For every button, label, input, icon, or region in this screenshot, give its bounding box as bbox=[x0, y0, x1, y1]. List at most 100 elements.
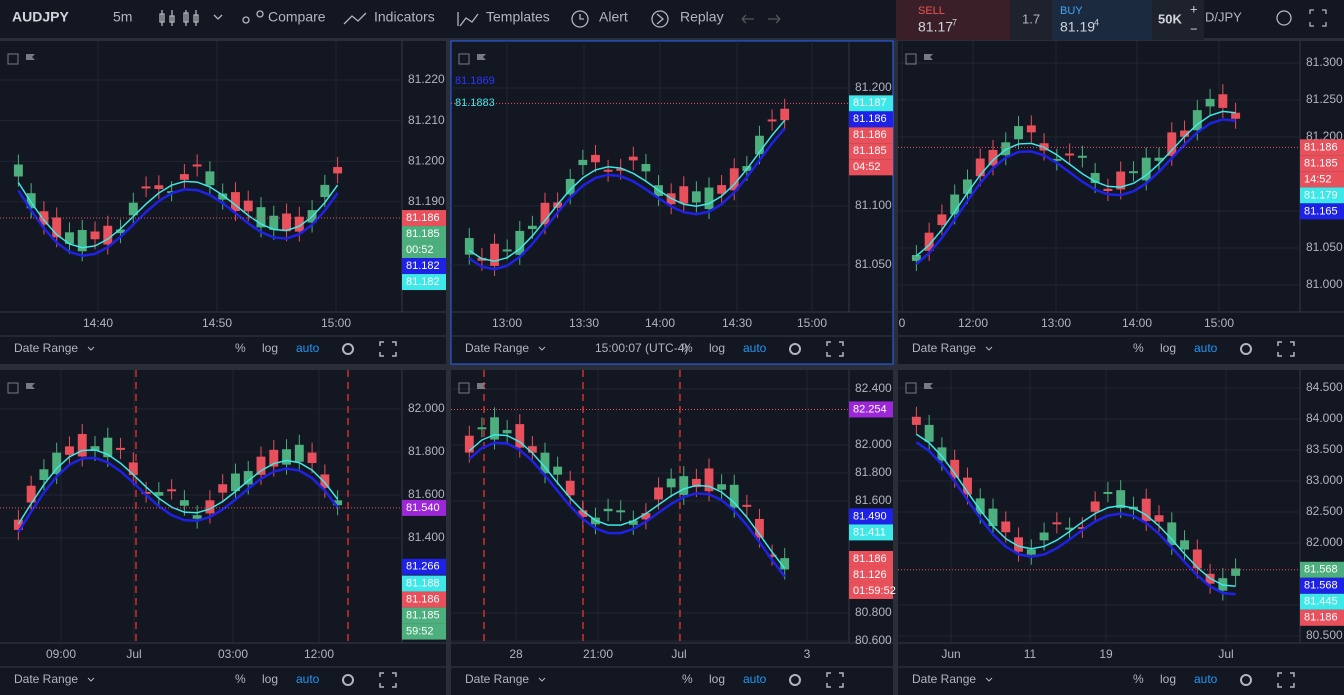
price-tag-label: 81.185 bbox=[406, 228, 440, 240]
time-tick-label: Jul bbox=[671, 647, 686, 661]
candle-body bbox=[704, 468, 714, 492]
candle-body bbox=[490, 243, 499, 266]
candle-body bbox=[616, 168, 626, 171]
flag-icon[interactable] bbox=[924, 54, 933, 65]
log-toggle[interactable]: log bbox=[1160, 341, 1176, 355]
toolbar-button[interactable]: Replay bbox=[680, 9, 724, 25]
price-tag-label: 14:52 bbox=[1304, 173, 1332, 185]
sell-button[interactable] bbox=[896, 0, 1010, 40]
auto-toggle[interactable]: auto bbox=[296, 341, 320, 355]
candle-body bbox=[975, 158, 985, 177]
auto-toggle[interactable]: auto bbox=[296, 672, 320, 686]
time-tick-label: 3 bbox=[804, 647, 811, 661]
percent-toggle[interactable]: % bbox=[235, 341, 246, 355]
chart-panel[interactable]: 82.400 82.000 81.800 81.600 80.800 80.600 28 21… bbox=[451, 370, 896, 695]
date-range[interactable]: Date Range bbox=[14, 341, 78, 355]
price-tick-label: 82.000 bbox=[855, 437, 892, 451]
date-range[interactable]: Date Range bbox=[14, 672, 78, 686]
log-toggle[interactable]: log bbox=[709, 672, 725, 686]
auto-toggle[interactable]: auto bbox=[1194, 672, 1218, 686]
auto-toggle[interactable]: auto bbox=[743, 672, 767, 686]
symbol-right[interactable]: D/JPY bbox=[1205, 9, 1242, 24]
date-range[interactable]: Date Range bbox=[912, 341, 976, 355]
fullscreen-icon[interactable] bbox=[379, 672, 397, 688]
candle-body bbox=[116, 447, 126, 450]
chart-panel[interactable]: 84.50084.00083.50083.00082.50082.00081.0… bbox=[898, 370, 1344, 695]
date-range[interactable]: Date Range bbox=[465, 672, 529, 686]
log-toggle[interactable]: log bbox=[709, 341, 725, 355]
candle-body bbox=[603, 169, 613, 172]
candle-body bbox=[141, 186, 151, 189]
log-toggle[interactable]: log bbox=[262, 341, 278, 355]
toolbar-button[interactable]: Templates bbox=[486, 9, 550, 25]
fullscreen-icon[interactable] bbox=[826, 341, 844, 357]
flag-icon[interactable] bbox=[924, 383, 933, 394]
price-tag-label: 81.186 bbox=[853, 553, 887, 565]
date-range[interactable]: Date Range bbox=[912, 672, 976, 686]
settings-icon[interactable] bbox=[789, 343, 801, 355]
flag-icon[interactable] bbox=[477, 54, 486, 65]
time-tick-label: 15:00 bbox=[321, 316, 351, 330]
log-toggle[interactable]: log bbox=[1160, 672, 1176, 686]
chart-panel[interactable]: 81.220 81.210 81.200 81.190 14:40 14:50 15:00 8… bbox=[0, 41, 446, 364]
candle-body bbox=[192, 515, 202, 519]
collapse-icon[interactable] bbox=[7, 382, 19, 394]
chart-panel[interactable]: 82.000 81.800 81.600 81.400 09:00 Jul 03:00 12:… bbox=[0, 370, 446, 695]
candle-body bbox=[256, 456, 266, 475]
percent-toggle[interactable]: % bbox=[1133, 672, 1144, 686]
collapse-icon[interactable] bbox=[458, 382, 470, 394]
chevron bbox=[985, 346, 993, 351]
toolbar-button[interactable]: Alert bbox=[599, 9, 628, 25]
candle-body bbox=[1014, 537, 1024, 552]
settings-icon[interactable] bbox=[342, 674, 354, 686]
settings-icon[interactable] bbox=[342, 343, 354, 355]
candle-body bbox=[333, 500, 343, 506]
candle-body bbox=[911, 255, 921, 261]
auto-toggle[interactable]: auto bbox=[743, 341, 767, 355]
percent-toggle[interactable]: % bbox=[682, 672, 693, 686]
candle-body bbox=[578, 159, 588, 166]
settings-icon[interactable] bbox=[789, 674, 801, 686]
chart-panel[interactable]: 81.200 81.100 81.050 13:00 13:30 14:00 14:30 15… bbox=[450, 40, 894, 365]
moving-average bbox=[915, 118, 1236, 265]
collapse-icon[interactable] bbox=[7, 53, 19, 65]
collapse-icon[interactable] bbox=[458, 53, 470, 65]
log-toggle[interactable]: log bbox=[262, 672, 278, 686]
price-tick-label: 82.400 bbox=[855, 381, 892, 395]
flag-icon[interactable] bbox=[477, 383, 486, 394]
candle-body bbox=[218, 193, 228, 200]
percent-toggle[interactable]: % bbox=[682, 341, 693, 355]
candle-body bbox=[1180, 540, 1190, 550]
buy-button[interactable] bbox=[1052, 0, 1152, 40]
symbol[interactable]: AUDJPY bbox=[12, 9, 69, 25]
collapse-icon[interactable] bbox=[905, 382, 917, 394]
plus-button[interactable]: + bbox=[1190, 1, 1198, 16]
fullscreen-icon[interactable] bbox=[379, 341, 397, 357]
chevron bbox=[87, 677, 95, 682]
auto-toggle[interactable]: auto bbox=[1194, 341, 1218, 355]
candle-body bbox=[464, 238, 474, 255]
chart-panel[interactable]: 81.30081.25081.20081.10081.05081.000012:… bbox=[898, 41, 1344, 364]
price-tag bbox=[849, 127, 893, 144]
time-tick-label: 19 bbox=[1099, 647, 1113, 661]
interval[interactable]: 5m bbox=[113, 9, 132, 25]
percent-toggle[interactable]: % bbox=[1133, 341, 1144, 355]
candle-body bbox=[1052, 158, 1062, 161]
fullscreen-icon[interactable] bbox=[1277, 341, 1295, 357]
date-range[interactable]: Date Range bbox=[465, 341, 529, 355]
percent-toggle[interactable]: % bbox=[235, 672, 246, 686]
minus-button[interactable]: − bbox=[1190, 21, 1198, 36]
fullscreen-icon[interactable] bbox=[826, 672, 844, 688]
settings-icon[interactable] bbox=[1240, 343, 1252, 355]
price-tag bbox=[402, 623, 446, 640]
toolbar-button[interactable]: Indicators bbox=[374, 9, 435, 25]
price-tag bbox=[849, 143, 893, 160]
collapse-icon[interactable] bbox=[905, 53, 917, 65]
flag-icon[interactable] bbox=[26, 54, 35, 65]
candle-body bbox=[307, 452, 317, 464]
price-tag bbox=[402, 210, 446, 227]
settings-icon[interactable] bbox=[1240, 674, 1252, 686]
toolbar-button[interactable]: Compare bbox=[268, 9, 326, 25]
fullscreen-icon[interactable] bbox=[1277, 672, 1295, 688]
flag-icon[interactable] bbox=[26, 383, 35, 394]
